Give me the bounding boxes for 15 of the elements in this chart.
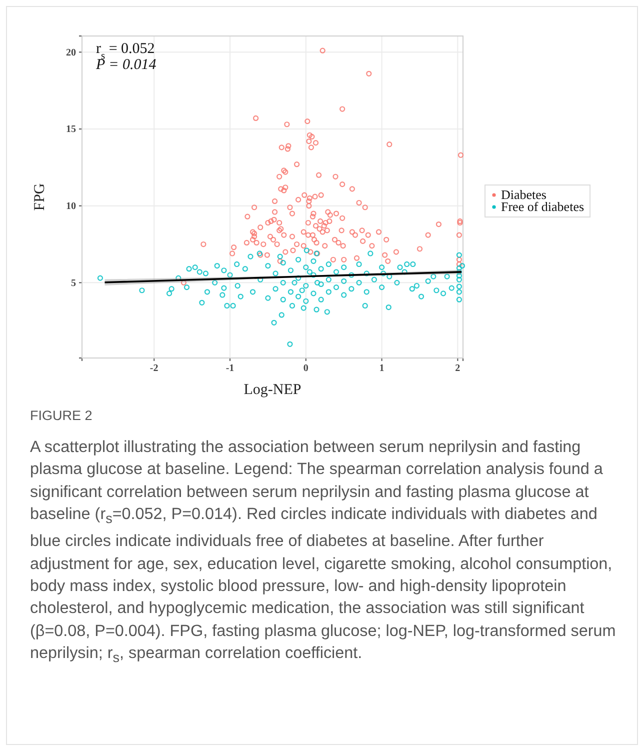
x-tick-label: -2 (150, 363, 158, 374)
x-tick-label: 2 (455, 363, 460, 374)
x-tick-label: 1 (379, 363, 384, 374)
legend-label: Free of diabetes (501, 199, 584, 214)
y-tick-label: 5 (71, 278, 76, 289)
x-tick-label: -1 (226, 363, 234, 374)
caption: FIGURE 2 (30, 408, 94, 423)
y-tick-label: 20 (66, 47, 76, 58)
legend-label: Diabetes (501, 187, 546, 202)
y-tick-label: 10 (66, 201, 76, 212)
x-axis-title: Log-NEP (244, 382, 302, 398)
text: A scatterplot illustrating the association between serum neprilysin and fasting plasma glucose at baseline. Legend: The spearman correlation analysis found a significant correlation between serum neprilysin and fasting plasma glucose at baseline (r$_{s}$=0.052, P=0.014). Red circles indicate individuals with diabetes and blue circles indicate individuals free of diabetes at baseline. After further adjustment for age, sex, education level, cigarette smoking, alcohol consumption, body mass index, systolic blood pressure, low- and high-density lipoprotein cholesterol, and hypoglycemic medication, the association was still significant (β=0.08, P=0.004). FPG, fasting plasma glucose; log-NEP, log-transformed serum neprilysin; r$_{s}$, spearman correlation coefficient. (30, 438, 616, 666)
y-tick-label: 15 (66, 124, 76, 136)
y-axis-title: FPG (32, 183, 48, 211)
x-tick-label: 0 (303, 363, 308, 374)
